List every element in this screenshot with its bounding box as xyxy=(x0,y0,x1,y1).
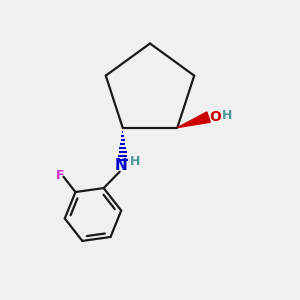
Text: H: H xyxy=(130,155,140,168)
Text: H: H xyxy=(222,109,233,122)
Text: F: F xyxy=(56,169,65,182)
Text: O: O xyxy=(209,110,221,124)
Text: N: N xyxy=(115,158,128,172)
Polygon shape xyxy=(177,112,210,128)
